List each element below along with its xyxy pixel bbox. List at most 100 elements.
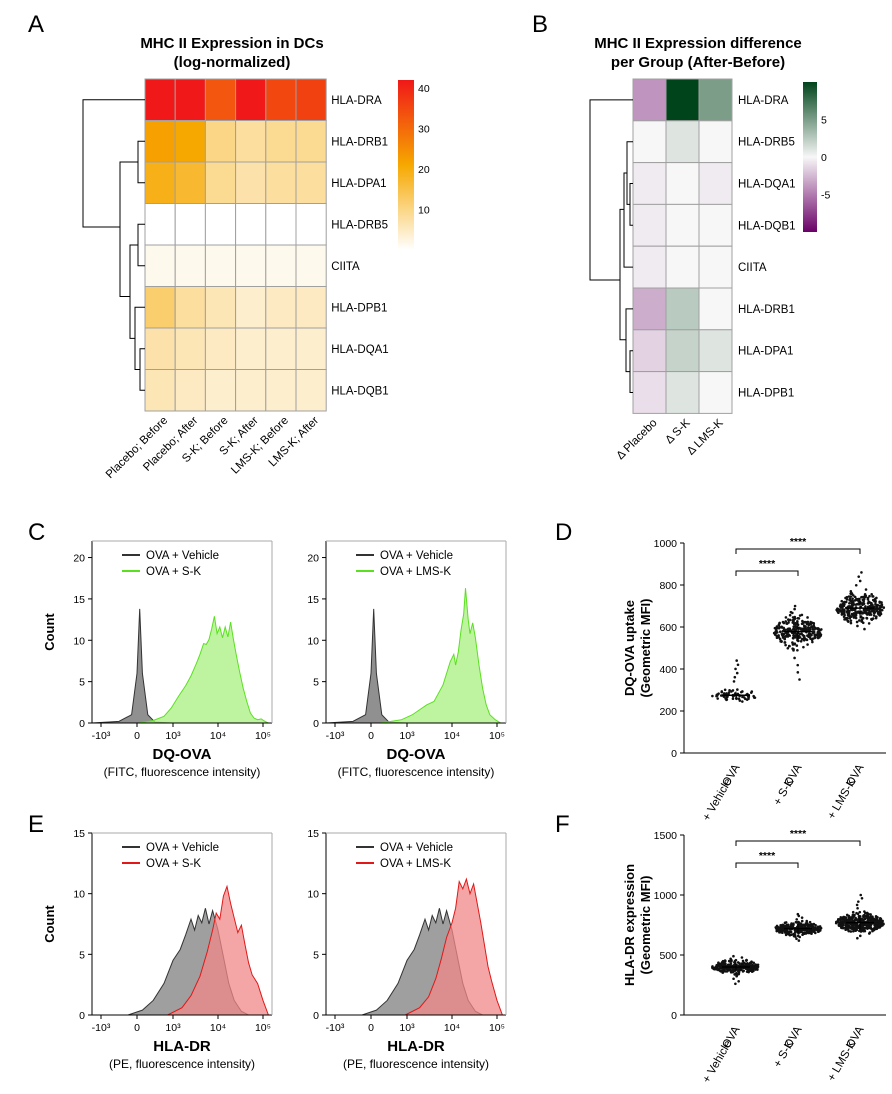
heatmap-a-cell [265, 203, 297, 246]
y-tick-label: 5 [79, 677, 85, 689]
data-point [754, 963, 758, 967]
data-point [867, 919, 870, 923]
data-point [800, 929, 803, 933]
dendrogram-a-branch [129, 244, 138, 339]
heatmap-a-cell [144, 161, 176, 204]
legend-label: OVA + S-K [146, 858, 201, 870]
heatmap-a-cell [144, 203, 176, 246]
histogram-C1: 0 5 10 15 20 -10³ 0 10³ 10⁴ 10⁵ DQ-OVA (FITC, fluor… [42, 540, 273, 779]
data-point [846, 616, 849, 620]
data-point [879, 922, 883, 925]
data-point [871, 598, 875, 602]
heatmap-a-cell [144, 286, 176, 329]
data-point [788, 644, 791, 648]
colorbar-a-tick: 40 [418, 83, 430, 95]
data-point [849, 619, 853, 622]
data-point [800, 622, 804, 626]
heatmap-a-cell [204, 327, 237, 370]
colorbar-a [398, 80, 414, 250]
y-tick-label: 0 [79, 718, 85, 730]
x-tick-label: 0 [368, 730, 374, 742]
data-point [775, 636, 779, 640]
panel-label-A: A [28, 11, 44, 38]
data-point [795, 937, 798, 941]
x-tick-label: 10⁴ [444, 730, 460, 742]
data-point [862, 914, 865, 917]
data-point [865, 613, 869, 616]
legend-label: OVA + Vehicle [146, 842, 219, 854]
legend-label: OVA + Vehicle [146, 550, 219, 562]
y-tick-label: 10 [73, 889, 85, 901]
data-point [800, 613, 804, 617]
dot-group [835, 571, 886, 631]
data-point [855, 927, 858, 930]
y-tick-label: 15 [73, 594, 85, 606]
y-tick-label: 20 [73, 553, 85, 565]
heatmap-a-cell [295, 161, 327, 204]
data-point [851, 910, 855, 914]
heatmap-a-cell [235, 78, 267, 121]
data-point [736, 688, 739, 691]
data-point [865, 616, 868, 620]
y-axis-label: HLA-DR expression [622, 864, 637, 986]
data-point [727, 691, 731, 694]
data-point [842, 612, 846, 615]
heatmap-b-cell [632, 287, 667, 331]
data-point [796, 663, 800, 667]
data-point [736, 663, 740, 667]
data-point [816, 627, 820, 631]
data-point [847, 919, 851, 922]
data-point [810, 621, 814, 625]
group-label-2: + Vehicle [701, 1039, 735, 1086]
heatmap-a-cell [204, 120, 237, 163]
data-point [746, 969, 750, 973]
data-point [803, 624, 806, 628]
y-tick-label: 10 [307, 635, 319, 647]
data-point [813, 928, 817, 931]
data-point [800, 916, 804, 919]
data-point [796, 934, 800, 938]
heatmap-a-cell [144, 78, 176, 121]
data-point [878, 919, 881, 922]
data-point [872, 605, 876, 608]
heatmap-b-cell [632, 78, 667, 122]
data-point [836, 610, 839, 613]
data-point [856, 624, 859, 628]
data-point [880, 605, 883, 609]
legend-label: OVA + LMS-K [380, 566, 451, 578]
data-point [807, 632, 811, 635]
data-point [810, 625, 814, 628]
data-point [787, 633, 791, 637]
heatmap-b-row-label: HLA-DRB5 [738, 137, 795, 149]
heatmap-b-col-label: Δ S-K [663, 417, 693, 447]
x-tick-label: 10⁵ [489, 1022, 505, 1034]
data-point [752, 961, 755, 965]
data-point [750, 690, 754, 693]
data-point [784, 620, 788, 623]
heatmap-a-cell [295, 203, 327, 246]
data-point [837, 924, 841, 927]
data-point [802, 923, 805, 927]
heatmap-a-cell [295, 78, 327, 121]
data-point [869, 613, 873, 616]
data-point [734, 982, 737, 986]
data-point [877, 923, 881, 927]
data-point [859, 615, 863, 618]
heatmap-b-cell [698, 245, 733, 289]
legend-label: OVA + Vehicle [380, 842, 453, 854]
dot-group [711, 954, 760, 986]
heatmap-a-cell [295, 120, 327, 163]
data-point [849, 599, 853, 603]
data-point [808, 930, 812, 934]
data-point [841, 602, 845, 606]
data-point [801, 619, 804, 623]
data-point [858, 910, 862, 914]
heatmap-a-cell [235, 369, 267, 412]
x-axis-sublabel: (FITC, fluorescence intensity) [338, 765, 495, 779]
data-point [840, 926, 844, 930]
histogram-series-vehicle [325, 608, 408, 724]
histogram-E2: 0 5 10 15 -10³ 0 10³ 10⁴ 10⁵ HLA-DR (PE, fluoresce… [307, 828, 507, 1071]
data-point [816, 925, 819, 929]
y-tick-label: 1000 [654, 890, 678, 902]
data-point [791, 636, 795, 640]
